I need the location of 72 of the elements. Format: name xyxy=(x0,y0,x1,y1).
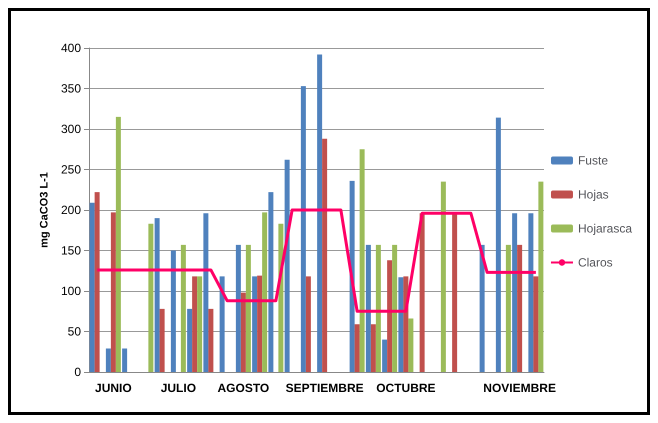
bar xyxy=(408,318,414,372)
y-tick-label: 0 xyxy=(74,365,82,379)
bar xyxy=(300,86,306,372)
y-tick-label: 50 xyxy=(68,324,82,338)
bar xyxy=(538,182,544,372)
bar xyxy=(122,348,128,372)
legend-label: Hojarasca xyxy=(578,222,632,236)
bar xyxy=(197,276,202,372)
x-tick-label: AGOSTO xyxy=(217,381,270,395)
bar xyxy=(452,213,458,372)
y-tick-label: 300 xyxy=(60,122,82,136)
x-tick-label: NOVIEMBRE xyxy=(483,381,556,395)
bar xyxy=(252,276,258,372)
bar xyxy=(398,277,404,372)
bar xyxy=(354,324,360,372)
bar xyxy=(262,212,268,372)
bar xyxy=(317,54,322,372)
y-tick-label: 350 xyxy=(60,82,82,96)
bar xyxy=(420,213,425,372)
bar xyxy=(322,138,328,372)
y-tick-label: 100 xyxy=(60,284,82,298)
bar xyxy=(160,308,165,372)
y-tick-label: 400 xyxy=(60,41,82,55)
bar xyxy=(106,348,111,372)
bar xyxy=(533,276,538,372)
x-tick-label: OCTUBRE xyxy=(376,381,436,395)
bar xyxy=(154,218,160,372)
x-tick-label: SEPTIEMBRE xyxy=(286,381,364,395)
bar xyxy=(360,149,365,372)
bar xyxy=(350,180,355,372)
bar xyxy=(387,260,392,372)
bar xyxy=(246,244,251,372)
bar xyxy=(187,308,192,372)
bar xyxy=(512,213,518,372)
y-tick-label: 250 xyxy=(60,162,82,176)
x-tick-label: JULIO xyxy=(160,381,196,395)
y-tick-label: 150 xyxy=(60,244,82,258)
legend-label: Claros xyxy=(578,256,613,270)
bar xyxy=(236,244,241,372)
bar xyxy=(376,244,381,372)
bar xyxy=(506,244,511,372)
legend-label: Hojas xyxy=(578,188,609,202)
bar xyxy=(528,213,534,372)
bar xyxy=(382,340,388,372)
bar xyxy=(94,192,100,372)
bar xyxy=(148,224,154,372)
y-axis-title: mg CaCO3 L-1 xyxy=(38,172,51,248)
bar xyxy=(306,276,311,372)
bar xyxy=(170,250,176,372)
bar xyxy=(496,118,501,372)
bar xyxy=(110,212,116,372)
bar xyxy=(517,244,522,372)
bar xyxy=(370,324,376,372)
y-tick-label: 200 xyxy=(60,203,82,217)
bar xyxy=(257,276,262,372)
bar xyxy=(366,244,371,372)
line-series xyxy=(96,208,538,313)
bar xyxy=(284,160,290,372)
bar xyxy=(268,192,274,372)
legend-label: Fuste xyxy=(578,154,608,168)
bar xyxy=(240,292,246,372)
bar xyxy=(192,276,198,372)
bar xyxy=(203,213,208,372)
bar xyxy=(208,308,214,372)
bar xyxy=(180,244,186,372)
bar xyxy=(220,276,225,372)
bar xyxy=(480,244,485,372)
x-tick-label: JUNIO xyxy=(95,381,132,395)
bar xyxy=(440,182,446,372)
bar xyxy=(116,116,121,372)
bar xyxy=(90,202,95,372)
bar xyxy=(392,244,398,372)
